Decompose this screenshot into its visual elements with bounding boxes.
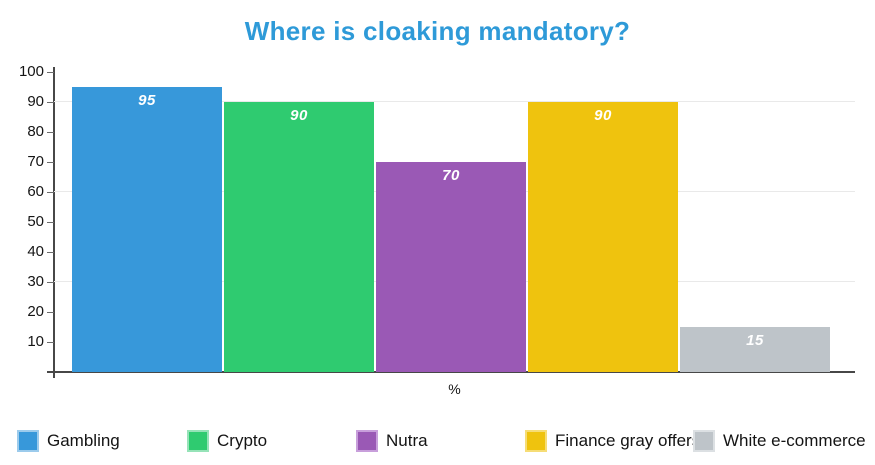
y-axis-tick [47,342,54,343]
y-axis-tick [47,162,54,163]
y-axis-tick-label: 20 [27,303,44,320]
chart-title: Where is cloaking mandatory? [244,16,631,46]
y-axis-tick [47,282,54,283]
legend-label: White e-commerce [723,431,866,450]
legend-label: Gambling [47,431,120,450]
legend-color-swatch-white-e-commerce [693,430,715,452]
x-axis-line [47,371,855,373]
y-axis-tick-label: 100 [18,63,44,80]
y-axis-tick [47,312,54,313]
y-axis-tick [47,192,54,193]
bar-value-label: 90 [594,107,612,124]
y-axis-tick-label: 50 [27,213,44,230]
y-axis-tick [47,102,54,103]
y-axis-tick-label: 70 [27,153,44,170]
legend-label: Nutra [386,431,428,450]
legend-color-swatch-crypto [187,430,209,452]
y-axis-tick [47,252,54,253]
legend-color-swatch-nutra [356,430,378,452]
y-axis-tick-label: 80 [27,123,44,140]
legend-item-white-e-commerce: White e-commerce [693,429,866,453]
y-axis-tick-label: 30 [27,273,44,290]
bar-value-label: 70 [442,167,460,184]
legend-item-nutra: Nutra [356,429,428,453]
bar-value-label: 90 [290,107,308,124]
y-axis-line [53,67,55,378]
bar-white-e-commerce: 15 [680,327,830,372]
y-axis-tick-label: 10 [27,333,44,350]
bar-crypto: 90 [224,102,374,372]
legend-label: Finance gray offers [555,431,701,450]
legend-item-finance-gray-offers: Finance gray offers [525,429,700,453]
y-axis-tick [47,132,54,133]
y-axis-tick-label: 90 [27,93,44,110]
bar-gambling: 95 [72,87,222,372]
legend-label: Crypto [217,431,268,450]
bar-value-label: 15 [746,332,764,349]
x-axis-label: % [448,381,461,397]
legend-color-swatch-finance-gray-offers [525,430,547,452]
y-axis-tick-label: 40 [27,243,44,260]
y-axis-tick [47,222,54,223]
y-axis-tick-label: 60 [27,183,44,200]
gridline [54,101,855,102]
legend-item-crypto: Crypto [187,429,267,453]
legend-item-gambling: Gambling [17,429,120,453]
bar-value-label: 95 [138,92,156,109]
bar-finance-gray-offers: 90 [528,102,678,372]
bar-nutra: 70 [376,162,526,372]
legend-color-swatch-gambling [17,430,39,452]
y-axis-tick [47,72,54,73]
plot-area: 95 90 70 90 15 [54,72,855,372]
